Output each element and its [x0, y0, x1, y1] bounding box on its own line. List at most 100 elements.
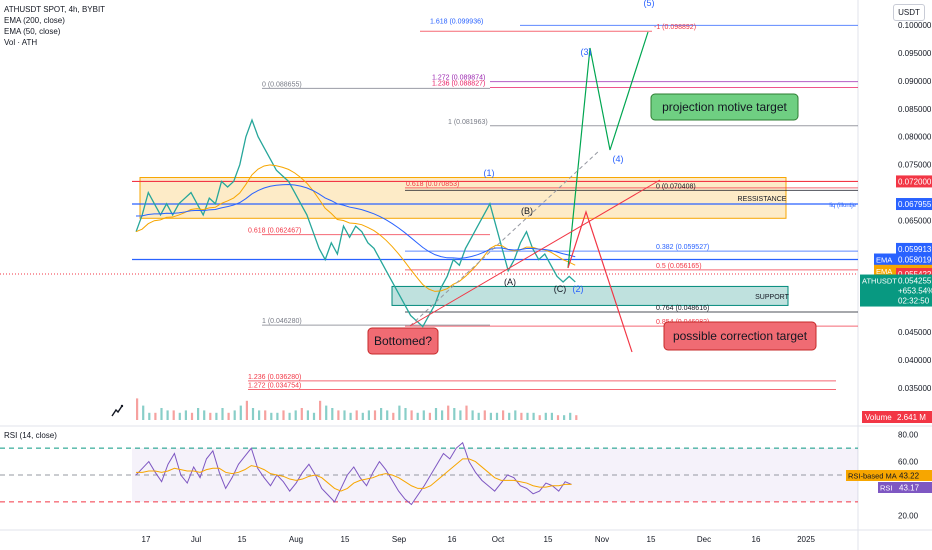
volume-bar: [197, 408, 200, 420]
volume-badge-value: 2.641 M: [897, 413, 926, 422]
time-tick-label: Dec: [697, 535, 711, 544]
rsi-ma-badge-value: 43.22: [899, 472, 920, 481]
legend-ema200[interactable]: EMA (200, close): [4, 16, 65, 25]
volume-bar: [270, 412, 273, 420]
right-note-label: liq (illontje: [829, 203, 856, 209]
price-tick-label: 0.100000: [898, 21, 932, 30]
support-zone: [391, 285, 789, 306]
price-tick-label: 0.035000: [898, 384, 932, 393]
volume-bar: [538, 415, 541, 420]
volume-bar: [428, 412, 431, 420]
volume-bar: [563, 415, 566, 420]
volume-bar: [398, 405, 401, 420]
volume-bar: [258, 410, 261, 420]
volume-bar: [544, 412, 547, 420]
volume-badge: [862, 411, 932, 423]
volume-bar: [142, 405, 145, 420]
volume-bar: [337, 410, 340, 420]
time-tick-label: Aug: [289, 535, 303, 544]
fib-level-label: -1 (0.098892): [654, 24, 696, 31]
volume-bar: [294, 410, 297, 420]
callout-text: projection motive target: [662, 100, 787, 114]
time-tick-label: Sep: [392, 535, 407, 544]
volume-bar: [477, 412, 480, 420]
volume-bar: [288, 412, 291, 420]
wave-label: (4): [613, 154, 624, 164]
volume-bar: [410, 410, 413, 420]
legend-ema50[interactable]: EMA (50, close): [4, 27, 61, 36]
projection-path-green: [567, 31, 649, 269]
price-badge-value: 0.072000: [898, 177, 932, 186]
fib-level-label: 0 (0.088655): [262, 81, 302, 88]
volume-bar: [532, 412, 535, 420]
volume-bar: [239, 405, 242, 420]
price-badge-value: 0.067955: [898, 200, 932, 209]
price-badge-label: EMA: [876, 256, 892, 265]
legend-symbol: ATHUSDT SPOT, 4h, BYBIT: [4, 5, 106, 14]
time-tick-label: Oct: [492, 535, 505, 544]
time-tick-label: 15: [544, 535, 553, 544]
volume-bar: [349, 412, 352, 420]
resistance-zone: [139, 177, 787, 219]
volume-bar: [319, 400, 322, 420]
price-badge-value: 0.058019: [898, 256, 932, 265]
rsi-tick-label: 80.00: [898, 431, 919, 440]
fib-level-label: 0.5 (0.056165): [656, 263, 702, 270]
volume-bar: [148, 412, 151, 420]
wave-label: (1): [484, 168, 495, 178]
callout-text: possible correction target: [673, 329, 808, 343]
callout-box: [650, 93, 799, 121]
fib-level-label: 1.272 (0.034754): [248, 382, 301, 389]
volume-bar: [550, 412, 553, 420]
volume-bar: [502, 410, 505, 420]
price-badge: [896, 198, 932, 211]
time-tick-label: 15: [647, 535, 656, 544]
fib-level-label: 1.272 (0.089874): [432, 75, 485, 82]
volume-bar: [221, 408, 224, 420]
wave-label: (3): [581, 47, 592, 57]
price-tick-label: 0.085000: [898, 105, 932, 114]
volume-bar: [136, 398, 139, 420]
volume-bar: [178, 412, 181, 420]
volume-bar: [251, 408, 255, 420]
volume-bar: [526, 412, 529, 420]
volume-bar: [245, 400, 248, 420]
currency-button[interactable]: USDT: [893, 4, 925, 21]
rsi-ma-line: [136, 458, 572, 492]
price-badge-value: 0.055422: [898, 270, 932, 279]
legend-rsi[interactable]: RSI (14, close): [4, 431, 57, 440]
price-tick-label: 0.045000: [898, 328, 932, 337]
volume-bar: [172, 410, 175, 420]
rsi-tick-label: 20.00: [898, 511, 919, 520]
volume-bar: [520, 412, 523, 420]
rsi-badge-value: 43.17: [899, 484, 920, 493]
volume-bar: [471, 410, 474, 420]
time-tick-label: Nov: [595, 535, 609, 544]
volume-bar: [233, 410, 236, 420]
price-tick-label: 0.095000: [898, 49, 932, 58]
rsi-tick-label: 60.00: [898, 458, 919, 467]
volume-bar: [361, 412, 364, 420]
price-badge-extra: +653.54%: [898, 287, 932, 296]
legend-volume[interactable]: Vol · ATH: [4, 38, 38, 47]
price-badge: [896, 175, 932, 188]
wave-label: (A): [504, 277, 516, 287]
fib-level-label: 1 (0.046280): [262, 318, 302, 325]
price-tick-label: 0.080000: [898, 133, 932, 142]
time-tick-label: 2025: [797, 535, 815, 544]
wave-label: (B): [521, 206, 533, 216]
volume-bar: [380, 408, 383, 420]
resistance-zone-label: RESSISTANCE: [738, 196, 787, 203]
time-tick-label: 17: [142, 535, 151, 544]
fib-level-label: 1.618 (0.099936): [430, 18, 483, 25]
price-badge-extra: 02:32:50: [898, 297, 930, 306]
volume-bar: [300, 408, 303, 420]
price-badge: [874, 253, 932, 266]
volume-bar: [166, 410, 169, 420]
wave-label: (5): [644, 0, 655, 8]
volume-bar: [453, 408, 456, 420]
fib-level-label: 0.382 (0.059527): [656, 244, 709, 251]
rsi-ma-badge-label: RSI-based MA: [848, 472, 897, 481]
time-tick-label: 15: [238, 535, 247, 544]
